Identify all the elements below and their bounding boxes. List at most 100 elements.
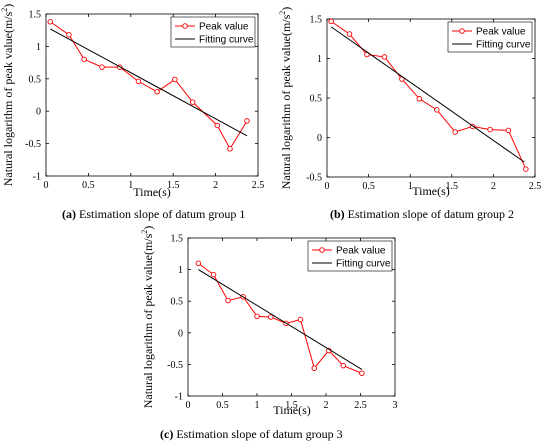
y-tick-label: 1.5: [310, 15, 323, 26]
peak-value-point: [523, 166, 529, 172]
x-tick-label: 2: [213, 180, 218, 191]
y-tick-label: 1: [317, 54, 322, 65]
peak-value-point: [154, 89, 160, 95]
y-axis-label-main: Natural logarithm of peak value(m/s: [141, 233, 155, 408]
peak-value-point: [328, 18, 334, 25]
y-tick-label: 1.5: [29, 10, 42, 21]
legend-box: [170, 16, 256, 48]
y-axis-label: Natural logarithm of peak value(m/s2): [140, 226, 155, 409]
y-tick-label: 1: [36, 42, 41, 53]
caption-c-text: Estimation slope of datum group 3: [173, 427, 343, 441]
chart-c: 0 0.5 1 1.5 2 2.5 3-1-0.500.511.5Time(s)Natura…: [140, 226, 398, 417]
peak-value-point: [381, 54, 388, 60]
legend-label: Fitting curve: [476, 40, 531, 51]
peak-value-point: [47, 19, 53, 25]
fitting-curve-line: [50, 28, 248, 137]
y-tick-label: 0: [317, 133, 322, 144]
peak-value-line: [49, 21, 248, 150]
peak-value-point: [268, 314, 274, 320]
peak-value-point: [487, 126, 493, 133]
peak-value-point: [340, 362, 346, 369]
chart-a: 0 0.5 1 1.5 2 2.5-1-0.500.511.5Time(s)Natural…: [0, 4, 265, 199]
x-tick-label: 0: [325, 181, 330, 192]
legend-box: [447, 21, 533, 53]
y-axis-label-superscript: 2: [0, 8, 9, 12]
legend-label: Fitting curve: [199, 35, 254, 46]
x-tick-label: 1.5: [167, 180, 180, 191]
x-tick-label: 1.5: [285, 400, 298, 411]
legend-marker: [319, 247, 325, 253]
chart-panel-a: 0 0.5 1 1.5 2 2.5 -1 -0.5 0 0.5 1 1.5 Time(s) Natural…: [0, 0, 270, 228]
peak-value-point: [227, 146, 233, 152]
peak-value-point: [195, 260, 202, 267]
x-tick-label: 2.5: [252, 180, 265, 191]
x-tick-label: 3: [393, 400, 398, 411]
y-tick-label: -1: [175, 392, 183, 403]
peak-value-point: [99, 64, 105, 70]
peak-value-point: [135, 78, 142, 85]
caption-b-text: Estimation slope of datum group 2: [344, 207, 514, 221]
peak-value-point: [346, 31, 353, 37]
peak-value-point: [172, 76, 178, 83]
y-tick-label: 0.5: [310, 94, 323, 105]
x-tick-label: 2.5: [354, 400, 367, 411]
peak-value-point: [434, 107, 440, 113]
caption-b: (b) Estimation slope of datum group 2: [330, 207, 514, 222]
peak-value-point: [254, 313, 260, 320]
x-tick-label: 1: [255, 400, 260, 411]
x-tick-label: 2.5: [529, 181, 542, 192]
y-axis-label-end: ): [279, 7, 293, 11]
y-axis-label: Natural logarithm of peak value(m/s2): [278, 7, 293, 190]
y-axis-label-superscript: 2: [140, 230, 149, 234]
x-tick-label: 0: [44, 180, 49, 191]
legend-marker: [182, 23, 188, 29]
y-tick-label: 0.5: [29, 74, 42, 85]
peak-value-point: [505, 127, 512, 134]
caption-b-tag: (b): [330, 207, 345, 221]
x-axis-label: Time(s): [412, 184, 450, 198]
y-axis-label-end: ): [1, 4, 15, 8]
y-axis-label-end: ): [141, 226, 155, 230]
x-tick-label: 0: [186, 400, 191, 411]
legend-label: Peak value: [199, 22, 249, 33]
x-tick-label: 0.5: [362, 181, 375, 192]
chart-panel-c: 0 0.5 1 1.5 2 2.5 3 -1 -0.5 0 0.5 1 1.5 Time(s) Natura…: [140, 226, 410, 446]
fitting-curve-line: [198, 269, 363, 370]
y-tick-label: -0.5: [25, 139, 41, 150]
y-axis-label-main: Natural logarithm of peak value(m/s: [279, 14, 293, 189]
peak-value-point: [416, 96, 423, 102]
peak-value-point: [297, 316, 304, 323]
peak-value-point: [189, 99, 196, 105]
peak-value-line: [198, 262, 363, 374]
legend-label: Fitting curve: [336, 259, 391, 270]
peak-value-point: [214, 122, 221, 129]
y-tick-label: -0.5: [167, 360, 183, 371]
legend-box: [307, 240, 393, 272]
x-tick-label: 0.5: [82, 180, 95, 191]
peak-value-point: [311, 365, 318, 371]
fitting-curve-line: [330, 26, 525, 163]
x-axis-label: Time(s): [273, 403, 311, 417]
y-tick-label: 1.5: [171, 234, 184, 245]
plot-frame: [45, 13, 259, 177]
y-tick-label: 1: [178, 265, 183, 276]
chart-panel-b: 0 0.5 1 1.5 2 2.5 -0.5 0 0.5 1 1.5 Time(s) Natural l…: [278, 0, 550, 228]
peak-value-point: [210, 271, 217, 278]
peak-value-point: [225, 297, 231, 304]
y-tick-label: -0.5: [306, 173, 322, 184]
caption-c-tag: (c): [160, 427, 174, 441]
y-tick-label: -1: [33, 172, 41, 183]
caption-c: (c) Estimation slope of datum group 3: [160, 427, 343, 442]
y-axis-label: Natural logarithm of peak value(m/s2): [0, 4, 15, 187]
x-tick-label: 1.5: [446, 181, 459, 192]
legend-label: Peak value: [476, 27, 526, 38]
legend-marker: [459, 28, 465, 34]
x-tick-label: 1: [408, 181, 413, 192]
y-tick-label: 0: [36, 107, 41, 118]
y-tick-label: 0.5: [171, 297, 184, 308]
peak-value-point: [359, 370, 365, 376]
x-tick-label: 1: [128, 180, 133, 191]
peak-value-point: [81, 56, 87, 63]
y-tick-label: 0: [178, 328, 183, 339]
